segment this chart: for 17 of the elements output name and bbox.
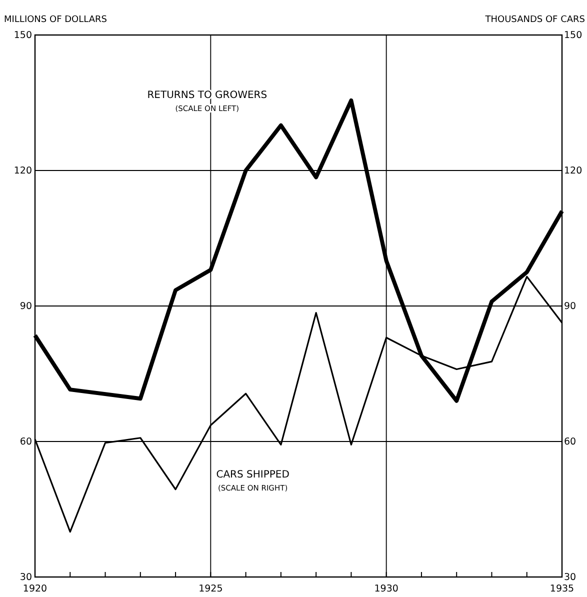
- text: CARS SHIPPED: [216, 470, 290, 481]
- y2-axis-title: THOUSANDS OF CARS: [484, 15, 586, 25]
- x-tick-label: 1920: [22, 584, 48, 595]
- y-axis-title: MILLIONS OF DOLLARS: [4, 15, 108, 25]
- y-tick-label: 90: [20, 301, 32, 312]
- y2-tick-label: 90: [564, 301, 576, 312]
- y2-tick-label: 120: [564, 166, 582, 177]
- y-tick-label: 120: [14, 166, 32, 177]
- x-tick-label: 1925: [198, 584, 223, 595]
- y-tick-label: 60: [20, 436, 32, 448]
- y2-tick-label: 60: [564, 436, 576, 448]
- y2-tick-label: 30: [564, 572, 576, 584]
- x-tick-label: 1930: [374, 584, 398, 595]
- y2-tick-label: 150: [564, 30, 582, 42]
- y-tick-label: 150: [14, 30, 32, 42]
- y-tick-label: 30: [20, 572, 32, 584]
- x-tick-label: 1935: [550, 584, 574, 595]
